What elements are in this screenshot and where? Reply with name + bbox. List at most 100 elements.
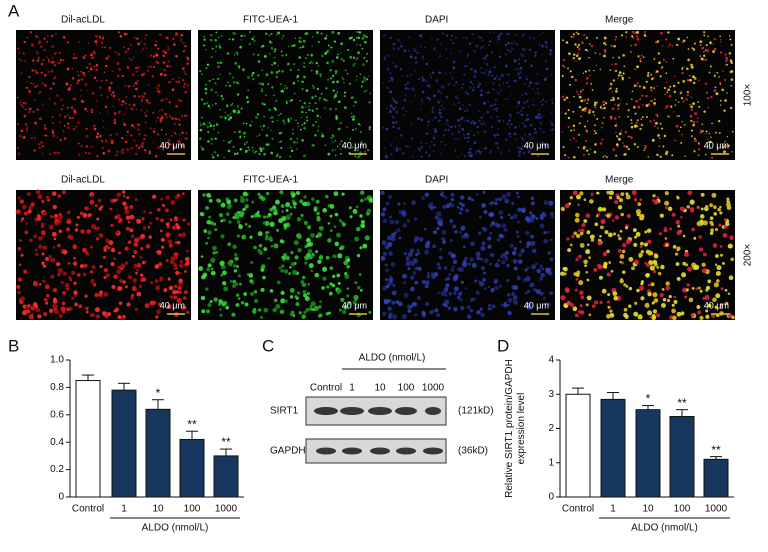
cell	[511, 201, 515, 205]
cell	[595, 132, 597, 135]
cell	[633, 311, 639, 317]
cell	[90, 278, 95, 283]
cell	[356, 30, 359, 34]
cell	[585, 76, 589, 80]
cell	[225, 84, 227, 87]
cell	[412, 271, 417, 276]
cell	[28, 314, 34, 320]
cell	[99, 86, 102, 89]
cell	[168, 243, 173, 248]
cell	[153, 141, 155, 144]
cell	[482, 190, 486, 194]
cell	[289, 146, 292, 149]
cell	[453, 291, 457, 295]
cell	[167, 37, 169, 40]
scale-label: 40 μm	[160, 140, 185, 150]
cell	[622, 72, 625, 75]
cell	[719, 245, 723, 248]
cell	[425, 62, 428, 66]
cell	[718, 223, 722, 227]
cell	[664, 237, 668, 240]
cell	[40, 62, 44, 66]
cell	[356, 75, 358, 78]
cell	[280, 140, 283, 143]
cell	[547, 251, 552, 255]
cell	[95, 105, 97, 108]
cell	[699, 315, 704, 320]
cell	[217, 131, 220, 134]
cell	[575, 212, 580, 218]
cell	[592, 110, 595, 114]
cell	[28, 76, 31, 79]
cell	[482, 277, 486, 282]
cell	[526, 100, 529, 103]
cell	[165, 133, 167, 136]
cell	[408, 36, 411, 39]
cell	[35, 252, 39, 256]
cell	[470, 130, 473, 132]
cell	[347, 300, 352, 306]
cell	[409, 55, 413, 59]
cell	[160, 218, 164, 223]
cell	[494, 285, 499, 291]
cell	[155, 217, 159, 221]
cell	[467, 136, 470, 139]
cell	[185, 132, 188, 135]
cell	[731, 71, 733, 74]
cell	[460, 118, 462, 121]
cell	[234, 54, 236, 56]
cell	[541, 267, 545, 271]
cell	[18, 52, 20, 54]
cell	[480, 266, 485, 271]
cell	[615, 90, 618, 93]
cell	[566, 237, 570, 241]
cell	[392, 47, 396, 50]
cell	[594, 143, 597, 146]
cell	[261, 88, 263, 90]
cell	[435, 79, 439, 83]
cell	[117, 111, 121, 114]
cell	[498, 284, 502, 288]
cell	[296, 233, 302, 239]
cell	[53, 102, 57, 105]
cell	[491, 74, 493, 77]
cell	[432, 143, 436, 147]
cell	[127, 275, 133, 280]
cell	[436, 227, 440, 231]
cell	[478, 215, 482, 219]
cell	[657, 52, 660, 55]
cell	[611, 90, 614, 93]
cell	[318, 99, 320, 101]
cell	[135, 147, 138, 150]
cell	[179, 133, 181, 136]
cell	[140, 233, 146, 239]
cell	[250, 74, 254, 77]
cell	[313, 305, 319, 311]
cell	[101, 140, 104, 143]
cell	[388, 215, 392, 219]
cell	[296, 137, 298, 140]
cell	[263, 115, 266, 118]
cell	[442, 205, 447, 209]
cell	[204, 87, 208, 91]
cell	[655, 113, 658, 116]
cell	[618, 71, 622, 74]
cell	[262, 124, 266, 127]
cell	[48, 308, 54, 313]
cell	[289, 155, 292, 158]
cell	[411, 200, 416, 205]
cell	[273, 208, 278, 213]
cell	[482, 113, 485, 115]
cell	[107, 312, 111, 317]
cell	[617, 205, 623, 210]
cell	[133, 95, 136, 98]
cell	[240, 301, 245, 305]
cell	[69, 278, 72, 282]
cell	[268, 142, 270, 145]
cell	[593, 69, 595, 72]
cell	[490, 126, 493, 129]
cell	[360, 141, 363, 144]
cell	[336, 232, 341, 238]
cell	[301, 123, 304, 126]
cell	[267, 127, 270, 129]
